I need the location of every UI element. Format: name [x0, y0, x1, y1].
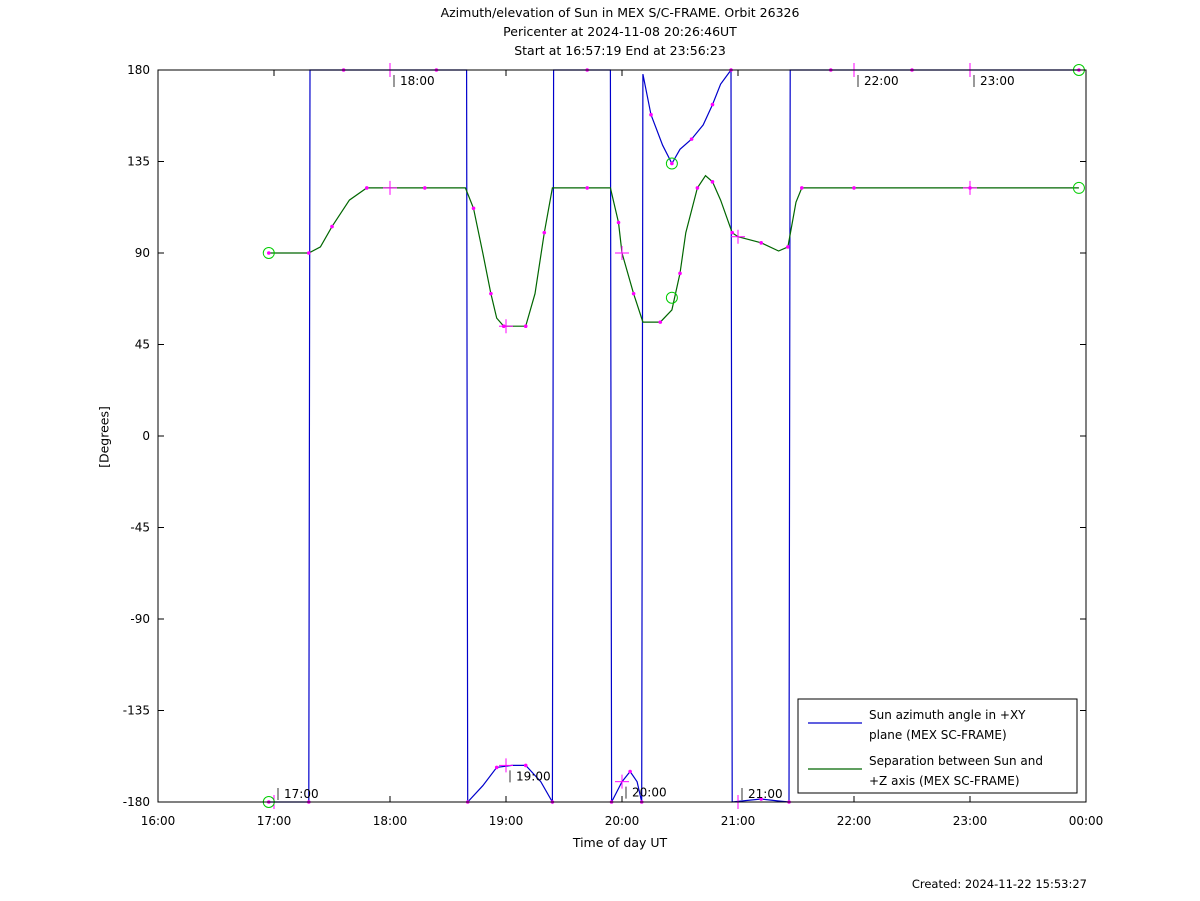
azimuth-point — [649, 112, 653, 117]
plot-frame — [157, 69, 1087, 803]
legend: Sun azimuth angle in +XY plane (MEX SC-FR… — [797, 698, 1078, 794]
separation-point — [542, 230, 547, 235]
x-tick-label: 00:00 — [1069, 814, 1104, 828]
azimuth-point — [628, 769, 632, 774]
y-tick-label: 90 — [135, 246, 150, 260]
separation-point — [695, 186, 700, 190]
separation-point — [365, 186, 369, 190]
series-markers: 18:00 22:00 23:00 17:00 19:00 20:00 21:00 — [262, 63, 1085, 809]
event-circle — [262, 247, 275, 259]
azimuth-series-line — [268, 68, 1079, 805]
legend-box — [797, 698, 1078, 794]
created-timestamp: Created: 2024-11-22 15:53:27 — [911, 877, 1087, 891]
separation-point — [710, 180, 715, 184]
separation-point — [786, 245, 790, 249]
separation-point — [759, 241, 763, 245]
time-label: 21:00 — [748, 787, 783, 801]
event-circle — [665, 291, 678, 304]
legend-label-line1: Separation between Sun and — [869, 754, 1043, 768]
x-tick-label: 18:00 — [373, 814, 408, 828]
x-tick-label: 21:00 — [721, 814, 756, 828]
y-tick-label: 135 — [127, 155, 150, 169]
separation-point — [423, 186, 427, 190]
separation-point — [852, 186, 856, 190]
x-tick-label: 20:00 — [605, 814, 640, 828]
time-label: 20:00 — [632, 786, 667, 800]
time-label: 19:00 — [516, 769, 551, 783]
legend-label-line2: plane (MEX SC-FRAME) — [869, 728, 1007, 742]
y-tick-label: 180 — [127, 63, 150, 77]
azimuth-point — [523, 763, 528, 768]
separation-point — [266, 251, 271, 255]
x-tick-label: 19:00 — [489, 814, 524, 828]
separation-point — [631, 291, 636, 296]
separation-point — [616, 220, 621, 225]
separation-point — [471, 206, 476, 211]
x-tick-label: 22:00 — [837, 814, 872, 828]
separation-series-line — [268, 174, 1079, 327]
separation-point — [678, 271, 682, 276]
chart-title: Azimuth/elevation of Sun in MEX S/C-FRAM… — [440, 5, 800, 20]
event-circle — [665, 157, 678, 170]
time-label: 23:00 — [980, 74, 1015, 88]
azimuth-point — [759, 797, 763, 801]
separation-point — [523, 324, 528, 329]
x-axis-label: Time of day UT — [572, 835, 668, 850]
y-tick-label: -135 — [123, 704, 150, 718]
azimuth-point — [494, 765, 499, 770]
azimuth-point — [670, 161, 674, 166]
separation-point — [730, 230, 734, 235]
azimuth-point — [710, 102, 715, 107]
y-tick-label: -90 — [130, 612, 150, 626]
time-label: 22:00 — [864, 74, 899, 88]
separation-point — [800, 186, 804, 190]
x-tick-label: 17:00 — [257, 814, 292, 828]
separation-point — [307, 251, 311, 255]
azimuth-point — [689, 137, 694, 141]
y-tick-label: -45 — [130, 521, 150, 535]
x-tick-label: 16:00 — [141, 814, 176, 828]
y-tick-label: -180 — [123, 795, 150, 809]
separation-point — [585, 186, 589, 190]
separation-point — [658, 320, 663, 324]
y-tick-label: 45 — [135, 338, 150, 352]
chart-subtitle-pericenter: Pericenter at 2024-11-08 20:26:46UT — [503, 24, 737, 39]
time-label: 18:00 — [400, 74, 435, 88]
x-tick-label: 23:00 — [953, 814, 988, 828]
legend-label-line1: Sun azimuth angle in +XY — [869, 708, 1026, 722]
y-tick-label: 0 — [142, 429, 150, 443]
series-lines — [268, 68, 1079, 805]
event-circle — [1072, 181, 1085, 194]
separation-point — [330, 224, 334, 229]
chart-subtitle-start-end: Start at 16:57:19 End at 23:56:23 — [514, 43, 726, 58]
legend-label-line2: +Z axis (MEX SC-FRAME) — [869, 774, 1020, 788]
time-label: 17:00 — [284, 787, 319, 801]
separation-point — [489, 291, 493, 296]
